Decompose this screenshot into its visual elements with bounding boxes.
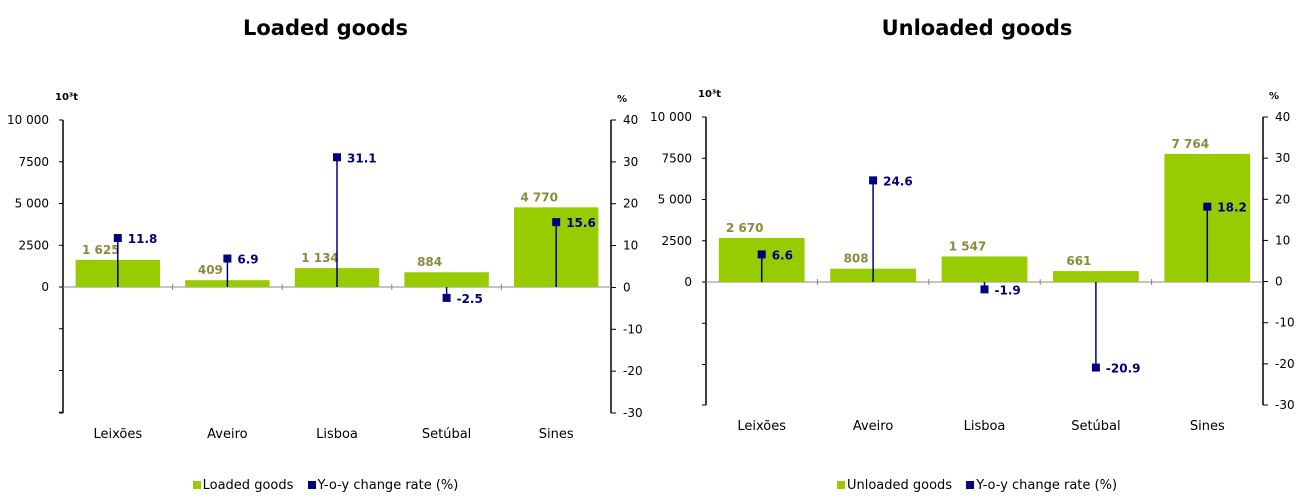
rate-value-label: -1.9 — [995, 283, 1021, 297]
bar — [941, 256, 1028, 282]
bar-value-label: 1 625 — [82, 243, 120, 257]
legend-label-bars: Loaded goods — [202, 478, 294, 493]
chart-legend: Loaded goods Y-o-y change rate (%) — [0, 478, 651, 493]
rate-value-label: 31.1 — [347, 151, 377, 165]
y2-tick-label: 10 — [623, 239, 638, 253]
y2-tick-label: 20 — [623, 197, 638, 211]
category-label: Aveiro — [207, 427, 247, 442]
legend-swatch-rate — [307, 481, 316, 489]
rate-marker — [869, 176, 878, 185]
y2-tick-label: 40 — [1275, 110, 1290, 124]
y-tick-label: 0 — [41, 280, 49, 294]
rate-value-label: 24.6 — [883, 174, 913, 188]
rate-marker — [757, 250, 766, 259]
category-label: Sines — [539, 427, 574, 442]
y-tick-label: 2500 — [661, 234, 692, 248]
y2-tick-label: -10 — [623, 322, 643, 336]
rate-marker — [333, 153, 341, 162]
y-tick-label: 0 — [684, 275, 692, 289]
bar-value-label: 1 134 — [301, 251, 339, 265]
legend-swatch-bars — [836, 481, 845, 489]
y2-tick-label: 40 — [623, 113, 638, 127]
y2-tick-label: 0 — [623, 280, 631, 294]
y2-tick-label: -30 — [1275, 398, 1295, 412]
bar-value-label: 7 764 — [1172, 137, 1210, 151]
category-label: Lisboa — [964, 419, 1006, 434]
y-tick-label: 7500 — [18, 155, 49, 169]
y2-axis-title: % — [617, 94, 627, 105]
rate-marker — [980, 285, 989, 294]
chart-legend: Unloaded goods Y-o-y change rate (%) — [651, 478, 1303, 493]
y2-tick-label: -30 — [623, 406, 643, 420]
y-tick-label: 5 000 — [15, 197, 49, 211]
y2-tick-label: -20 — [1275, 357, 1295, 371]
loaded-goods-panel: Loaded goods 10³t% 10 000 7500 5 000 2500 0 40… — [0, 0, 651, 497]
category-label: Sines — [1190, 419, 1225, 434]
y-tick-label: 2500 — [18, 238, 49, 252]
legend-label-rate: Y-o-y change rate (%) — [976, 478, 1118, 493]
y2-tick-label: 30 — [623, 155, 638, 169]
rate-value-label: -20.9 — [1106, 362, 1141, 376]
legend-label-bars: Unloaded goods — [846, 478, 953, 493]
rate-marker — [113, 234, 122, 243]
category-label: Aveiro — [853, 419, 893, 434]
bar — [1053, 271, 1139, 282]
rate-value-label: 11.8 — [128, 232, 158, 246]
bar-value-label: 409 — [198, 263, 223, 277]
y2-axis-title: % — [1269, 91, 1279, 102]
y2-tick-label: 0 — [1275, 275, 1283, 289]
y2-tick-label: -10 — [1275, 316, 1295, 330]
bar-value-label: 4 770 — [520, 190, 558, 204]
category-label: Setúbal — [1071, 419, 1120, 434]
category-label: Setúbal — [422, 427, 471, 442]
y2-tick-label: -20 — [623, 364, 643, 378]
y-tick-label: 5 000 — [658, 193, 692, 207]
y-axis-title: 10³t — [698, 89, 721, 100]
y-axis-title: 10³t — [55, 92, 78, 103]
rate-value-label: -2.5 — [457, 292, 483, 306]
bar — [404, 272, 489, 287]
unloaded-goods-panel: Unloaded goods 10³t% 10 000 7500 5 000 2500 0… — [651, 0, 1303, 497]
rate-marker — [223, 254, 232, 263]
y-tick-label: 7500 — [661, 151, 692, 165]
bar-value-label: 2 670 — [726, 221, 764, 235]
category-label: Leixões — [93, 427, 142, 442]
category-label: Leixões — [737, 419, 786, 434]
rate-marker — [442, 293, 451, 302]
rate-value-label: 18.2 — [1217, 201, 1247, 215]
rate-value-label: 15.6 — [566, 216, 596, 230]
rate-marker — [1203, 202, 1212, 211]
legend-label-rate: Y-o-y change rate (%) — [317, 478, 459, 493]
y-tick-label: 10 000 — [7, 113, 49, 127]
legend-swatch-rate — [966, 481, 975, 489]
y-tick-label: 10 000 — [651, 110, 692, 124]
rate-marker — [552, 218, 561, 227]
chart-title: Loaded goods — [242, 16, 409, 40]
bar-value-label: 808 — [844, 252, 869, 266]
rate-marker — [1091, 363, 1100, 372]
rate-value-label: 6.6 — [772, 248, 793, 262]
category-label: Lisboa — [316, 427, 358, 442]
y2-tick-label: 10 — [1275, 233, 1290, 247]
legend-swatch-bars — [192, 481, 201, 489]
rate-value-label: 6.9 — [237, 253, 258, 267]
bar-value-label: 1 547 — [949, 239, 987, 253]
bar-value-label: 884 — [417, 255, 442, 269]
y2-tick-label: 20 — [1275, 192, 1290, 206]
chart-title: Unloaded goods — [881, 16, 1073, 40]
y2-tick-label: 30 — [1275, 151, 1290, 165]
bar-value-label: 661 — [1066, 254, 1091, 268]
